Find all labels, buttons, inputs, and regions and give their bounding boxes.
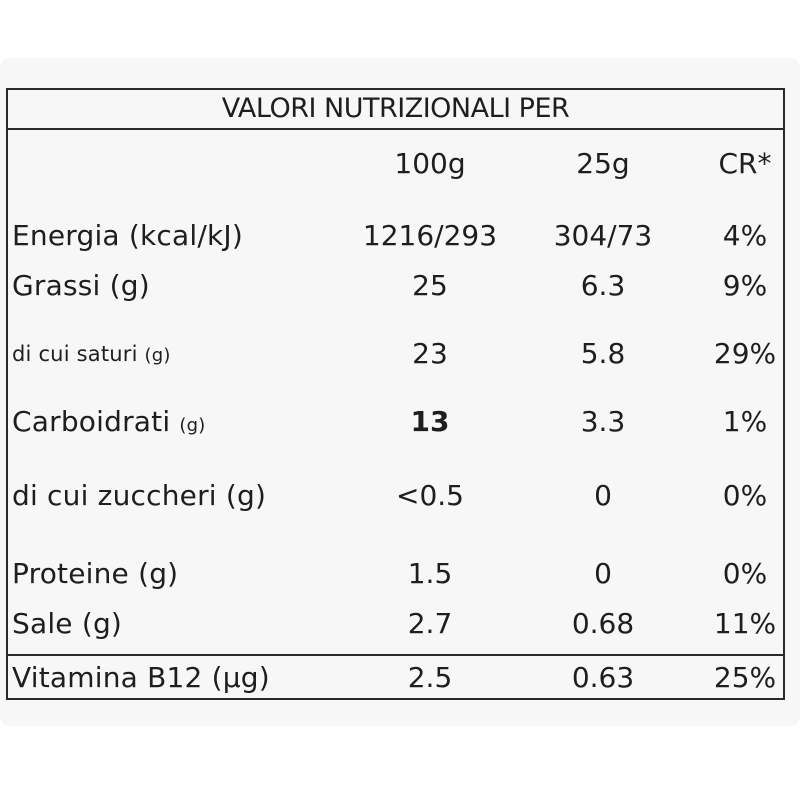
value-cr: 25%: [713, 661, 777, 694]
value-100g: 1216/293: [362, 219, 498, 252]
value-cr: 9%: [722, 269, 768, 302]
label-background: [0, 58, 800, 726]
value-cr: 1%: [722, 405, 768, 438]
value-25g: 0: [594, 479, 612, 512]
value-25g: 0: [594, 557, 612, 590]
header-row: 100g 25g CR*: [8, 144, 783, 184]
table-row-zuccheri: di cui zuccheri (g) <0.5 0 0%: [8, 476, 783, 516]
row-name-text: Carboidrati: [12, 405, 171, 438]
value-25g: 0.68: [571, 607, 635, 640]
table-row-sale: Sale (g) 2.7 0.68 11%: [8, 604, 783, 644]
value-100g: 1.5: [407, 557, 453, 590]
row-name: Energia (kcal/kJ): [12, 219, 243, 252]
value-100g: <0.5: [396, 479, 464, 512]
value-100g: 2.5: [407, 661, 453, 694]
column-header-cr: CR*: [718, 147, 772, 180]
column-header-100g: 100g: [394, 147, 466, 180]
nutrition-table: VALORI NUTRIZIONALI PER 100g 25g CR* Ene…: [6, 88, 785, 700]
row-name: di cui zuccheri (g): [12, 479, 267, 512]
row-name: Grassi (g): [12, 269, 150, 302]
value-100g: 13: [410, 405, 450, 438]
row-name: Carboidrati (g): [12, 402, 206, 446]
column-header-25g: 25g: [576, 147, 630, 180]
table-row-proteine: Proteine (g) 1.5 0 0%: [8, 554, 783, 594]
row-unit: (g): [179, 415, 206, 436]
row-unit: (g): [144, 345, 171, 366]
row-name: di cui saturi (g): [12, 334, 171, 376]
table-title: VALORI NUTRIZIONALI PER: [8, 90, 783, 130]
value-25g: 3.3: [580, 405, 626, 438]
row-name: Vitamina B12 (µg): [12, 661, 270, 694]
table-row-energia: Energia (kcal/kJ) 1216/293 304/73 4%: [8, 216, 783, 256]
table-row-saturi: di cui saturi (g) 23 5.8 29%: [8, 334, 783, 374]
value-cr: 4%: [722, 219, 768, 252]
value-25g: 6.3: [580, 269, 626, 302]
value-100g: 25: [412, 269, 448, 302]
row-name: Proteine (g): [12, 557, 179, 590]
value-25g: 304/73: [553, 219, 653, 252]
table-row-carboidrati: Carboidrati (g) 13 3.3 1%: [8, 402, 783, 442]
row-name: Sale (g): [12, 607, 123, 640]
value-100g: 2.7: [407, 607, 453, 640]
value-25g: 0.63: [571, 661, 635, 694]
table-row-grassi: Grassi (g) 25 6.3 9%: [8, 266, 783, 306]
value-cr: 11%: [713, 607, 777, 640]
value-25g: 5.8: [580, 337, 626, 370]
row-name-text: di cui saturi: [12, 342, 138, 366]
value-cr: 0%: [722, 479, 768, 512]
value-100g: 23: [412, 337, 448, 370]
value-cr: 29%: [713, 337, 777, 370]
value-cr: 0%: [722, 557, 768, 590]
table-row-vitamina-b12: Vitamina B12 (µg) 2.5 0.63 25%: [8, 654, 783, 700]
